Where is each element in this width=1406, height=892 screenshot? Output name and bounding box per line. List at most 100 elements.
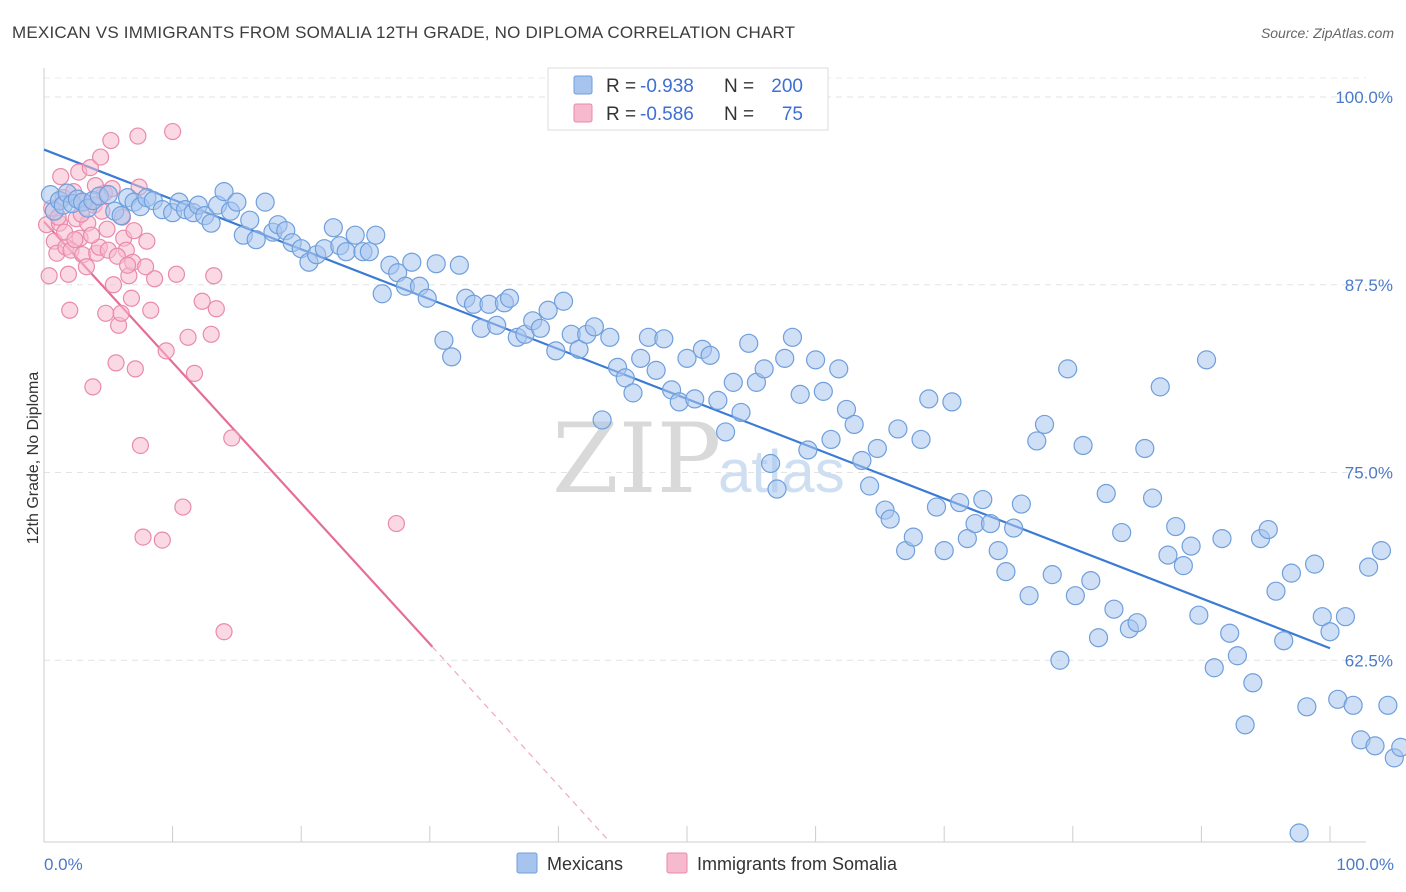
mexican-point — [1189, 605, 1209, 625]
mexican-point — [1027, 431, 1047, 451]
mexican-point — [1281, 563, 1302, 583]
mexican-point — [957, 528, 977, 549]
mexican-point — [646, 360, 666, 380]
mexican-point — [227, 192, 247, 212]
mexican-point — [1073, 435, 1093, 456]
mexican-point — [631, 348, 651, 368]
series-somalia-points — [37, 122, 405, 641]
mexican-point — [1365, 736, 1385, 756]
mexican-point — [1058, 359, 1078, 379]
mexican-point — [546, 341, 566, 361]
mexican-point — [723, 372, 743, 392]
mexican-point — [1371, 541, 1392, 561]
mexican-point — [1220, 623, 1240, 643]
mexican-point — [754, 359, 774, 379]
somalia-point — [134, 528, 152, 546]
mexican-point — [336, 242, 356, 262]
bottom-legend: Mexicans Immigrants from Somalia — [516, 852, 898, 874]
somalia-point — [77, 258, 96, 276]
x-tick-label-max: 100.0% — [1336, 855, 1394, 874]
somalia-point — [157, 342, 175, 360]
trend-line-somalia-extension — [431, 646, 611, 843]
mexican-point — [1312, 607, 1332, 627]
mexican-point — [1297, 697, 1317, 717]
mexican-point — [1127, 613, 1147, 633]
mexican-point — [950, 492, 970, 513]
chart-source: Source: ZipAtlas.com — [1261, 25, 1394, 41]
mexican-point — [821, 429, 841, 450]
mexican-point — [911, 429, 931, 450]
mexican-point — [715, 422, 736, 442]
mexican-point — [1212, 528, 1232, 549]
mexican-point — [1011, 494, 1031, 514]
mexican-point — [434, 330, 454, 350]
mexican-point — [600, 327, 620, 347]
legend-r-label-mexicans: R = — [606, 76, 636, 97]
mexican-point — [860, 476, 880, 496]
mexican-point — [829, 359, 849, 379]
mexican-point — [426, 254, 446, 274]
somalia-point — [167, 265, 186, 283]
mexican-point — [442, 347, 462, 367]
somalia-point — [81, 158, 99, 177]
mexican-point — [867, 438, 887, 459]
mexican-point — [798, 440, 818, 460]
mexican-point — [402, 252, 422, 272]
mexican-point — [449, 255, 469, 275]
mexican-point — [1358, 557, 1379, 577]
somalia-point — [118, 256, 137, 274]
chart-title: MEXICAN VS IMMIGRANTS FROM SOMALIA 12TH … — [12, 23, 795, 42]
somalia-point — [193, 292, 211, 310]
mexican-point — [852, 450, 872, 471]
mexican-point — [1320, 622, 1340, 642]
mexican-point — [553, 291, 574, 311]
mexican-point — [790, 384, 810, 404]
somalia-point — [174, 498, 192, 516]
somalia-point — [215, 623, 233, 641]
mexican-point — [836, 399, 857, 420]
somalia-point — [205, 267, 223, 285]
mexican-point — [919, 389, 939, 409]
mexican-point — [246, 230, 266, 250]
mexican-point — [813, 381, 833, 401]
mexican-point — [569, 339, 589, 359]
mexican-point — [623, 383, 643, 403]
mexican-point — [1004, 518, 1024, 538]
somalia-point — [129, 127, 147, 145]
mexican-point — [214, 182, 234, 202]
somalia-point — [153, 531, 171, 549]
somalia-point — [82, 226, 101, 244]
mexican-point — [654, 329, 674, 349]
mexican-point — [1243, 673, 1263, 693]
mexican-point — [1042, 565, 1062, 585]
mexican-point — [584, 317, 605, 337]
somalia-point — [136, 258, 155, 276]
legend-box: R = -0.938 N = 200 R = -0.586 N = 75 — [547, 67, 829, 131]
legend-r-value-somalia: -0.586 — [640, 104, 694, 125]
somalia-point — [59, 265, 78, 283]
somalia-point — [223, 429, 241, 447]
bottom-legend-swatch-somalia — [666, 852, 688, 874]
legend-swatch-somalia — [573, 103, 593, 123]
mexican-point — [538, 300, 558, 320]
mexican-point — [1258, 519, 1278, 540]
mexican-point — [708, 390, 728, 411]
somalia-point — [179, 328, 197, 346]
mexican-point — [314, 239, 334, 259]
mexican-point — [1050, 650, 1070, 670]
mexican-point — [767, 479, 787, 499]
mexican-point — [201, 213, 221, 233]
bottom-legend-swatch-mexicans — [516, 852, 538, 874]
mexican-point — [1343, 695, 1363, 715]
mexican-point — [487, 315, 507, 335]
y-axis-label: 12th Grade, No Diploma — [25, 372, 42, 545]
mexican-point — [805, 350, 826, 370]
mexican-point — [1081, 571, 1101, 591]
x-tick-label-min: 0.0% — [44, 855, 83, 874]
mexican-point — [1065, 586, 1085, 606]
mexican-point — [739, 333, 759, 353]
mexican-point — [760, 453, 781, 474]
y-tick-label: 100.0% — [1335, 88, 1393, 107]
somalia-point — [185, 364, 204, 382]
